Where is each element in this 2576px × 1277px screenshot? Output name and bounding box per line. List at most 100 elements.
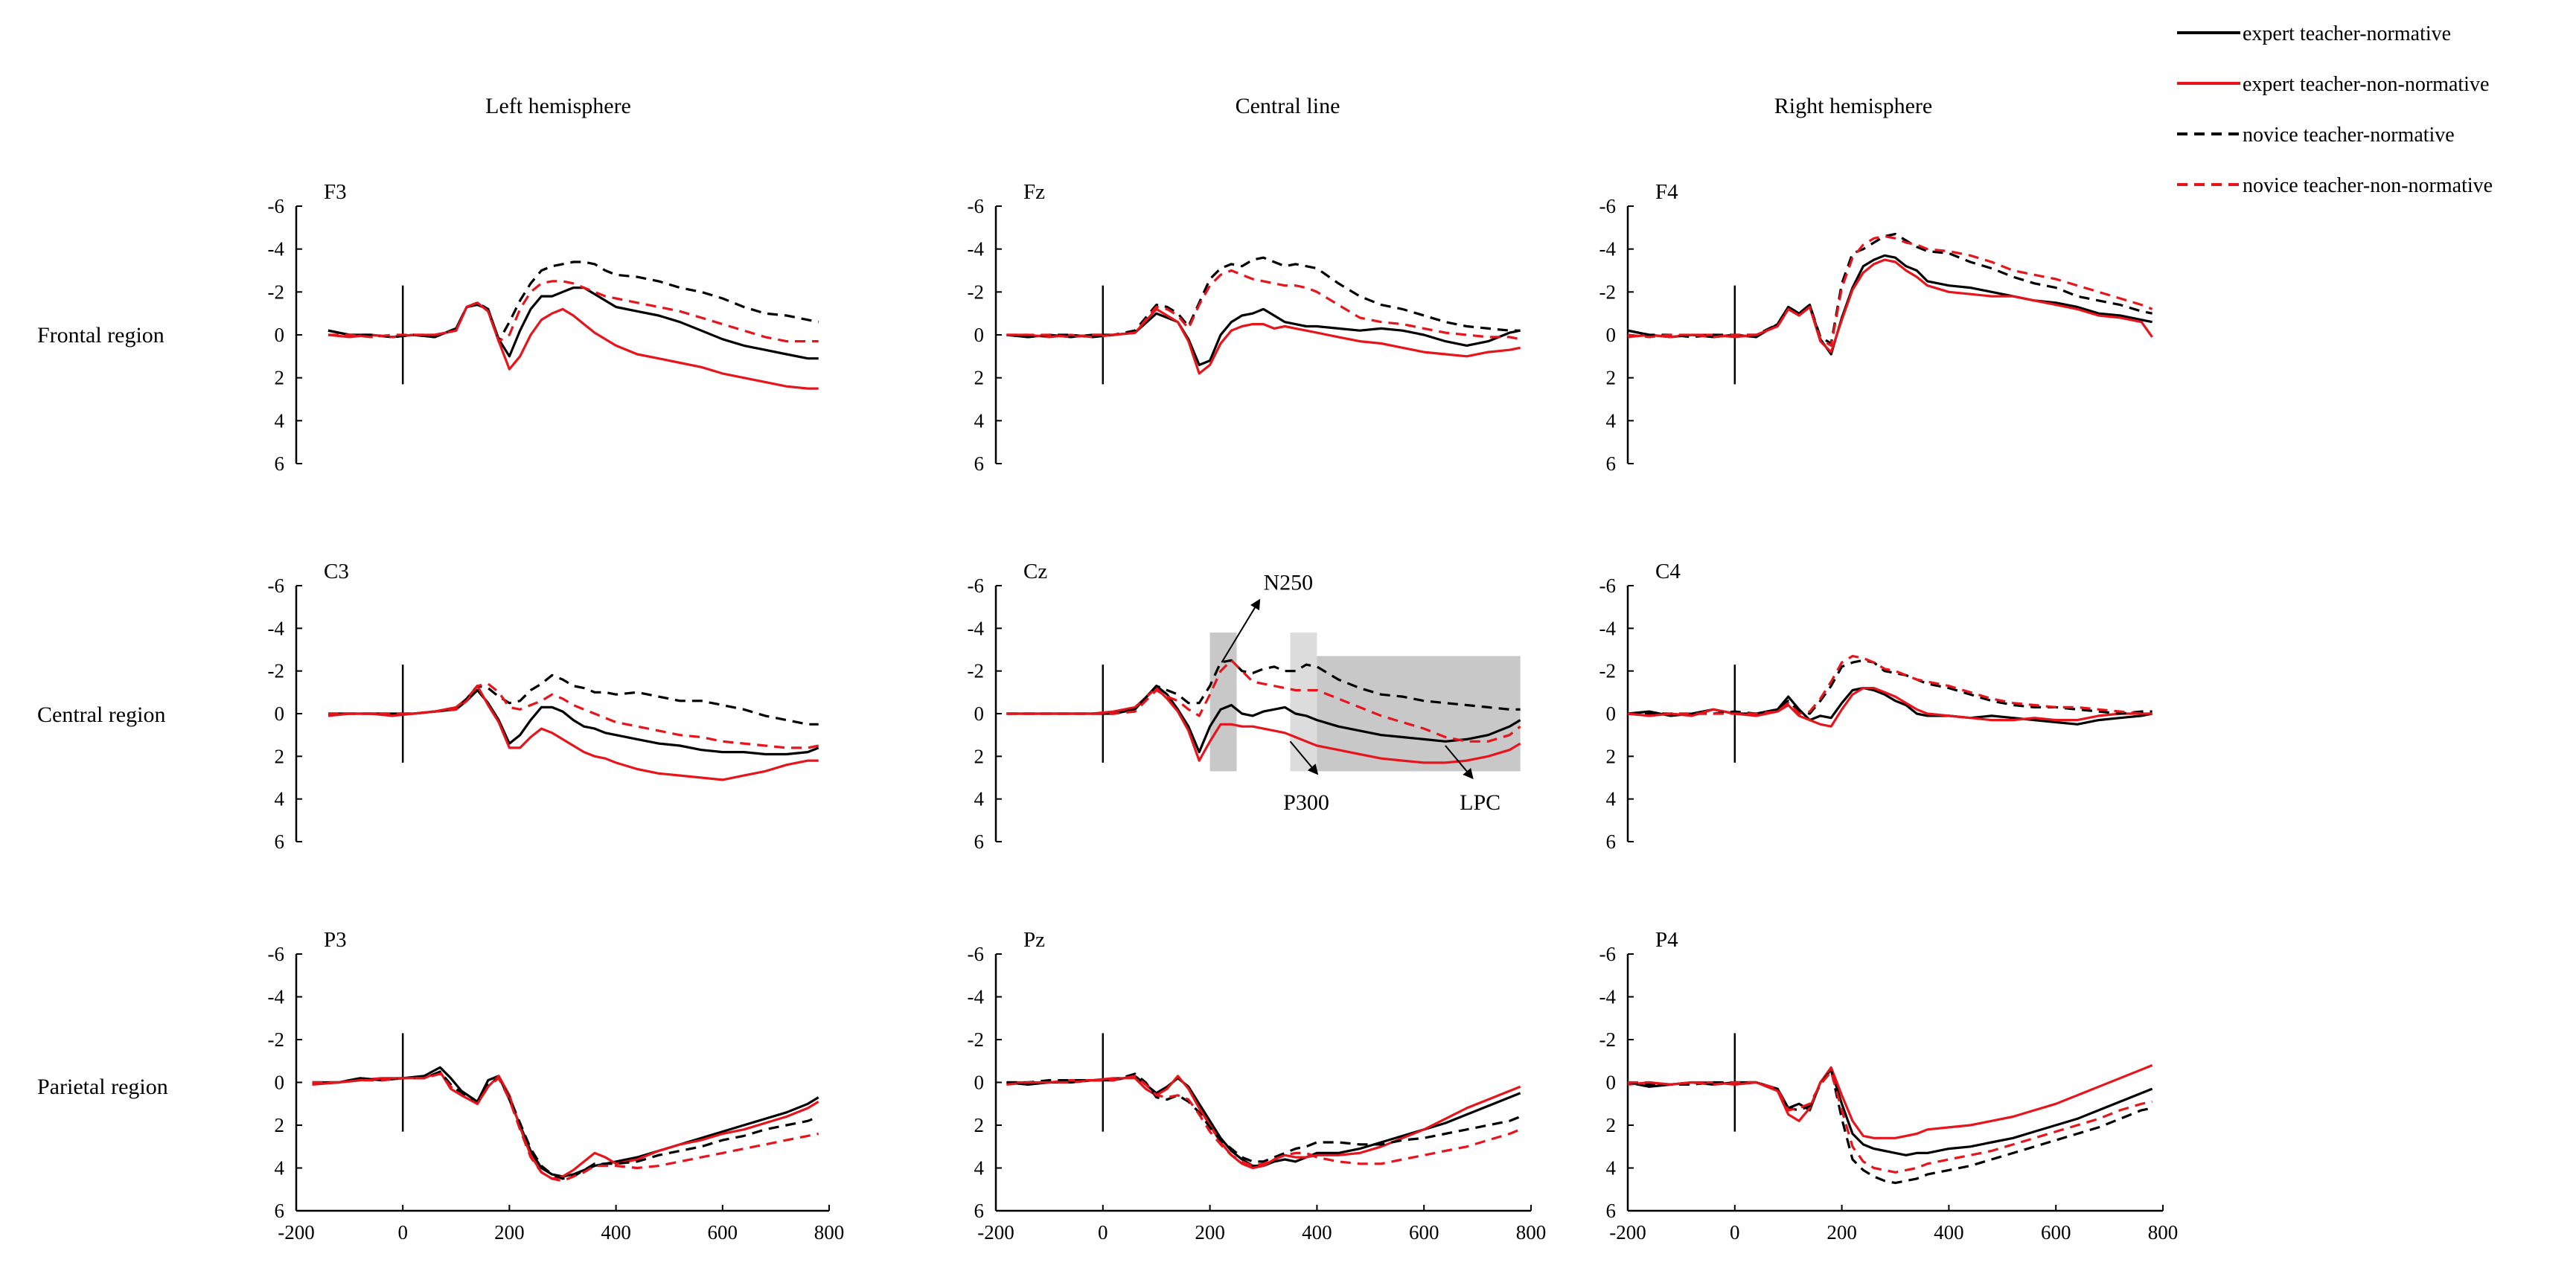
- row-labels: Frontal region Central region Parietal reg…: [37, 323, 168, 1099]
- y-tick-label: -2: [1599, 1028, 1617, 1051]
- series-fz-expert-teacher-non-normative: [1006, 307, 1521, 375]
- y-tick-label: 0: [974, 324, 985, 346]
- y-tick-label: -6: [968, 195, 985, 217]
- column-header-central-line: Central line: [1236, 94, 1340, 118]
- series-p4-expert-teacher-non-normative: [1627, 1064, 2153, 1139]
- y-tick-label: 6: [275, 452, 285, 475]
- y-tick-label: 2: [275, 745, 285, 767]
- row-label-parietal-region: Parietal region: [37, 1075, 168, 1099]
- annotation-arrow-p300: [1289, 740, 1319, 775]
- series-pz-novice-teacher-normative: [1006, 1072, 1521, 1163]
- y-tick-label: 2: [275, 367, 285, 389]
- y-tick-label: 2: [1606, 745, 1617, 767]
- y-tick-label: -6: [1599, 943, 1617, 965]
- x-tick-label: 600: [1409, 1221, 1439, 1244]
- y-tick-label: 0: [974, 702, 985, 725]
- x-tick-label: 200: [1826, 1221, 1857, 1244]
- y-tick-label: 0: [275, 1072, 285, 1094]
- y-tick-label: -2: [968, 660, 985, 682]
- time-window-cz-0: [1209, 633, 1237, 772]
- y-tick-label: 4: [1606, 788, 1617, 810]
- annotation-lpc: LPC: [1460, 790, 1500, 815]
- annotation-n250: N250: [1264, 571, 1314, 595]
- y-tick-label: 6: [1606, 1200, 1617, 1222]
- series-p4-expert-teacher-normative: [1627, 1068, 2153, 1156]
- row-label-central-region: Central region: [37, 702, 165, 727]
- series-c3-novice-teacher-normative: [328, 673, 819, 726]
- y-tick-label: -4: [268, 238, 285, 260]
- y-tick-label: 4: [275, 1157, 285, 1180]
- legend: expert teacher-normative expert teacher-n…: [2177, 22, 2493, 197]
- y-tick-label: 2: [974, 367, 985, 389]
- x-tick-label: -200: [278, 1221, 315, 1244]
- y-tick-label: 2: [1606, 1114, 1617, 1136]
- y-tick-label: -2: [1599, 660, 1617, 682]
- series-c4-novice-teacher-normative: [1628, 659, 2152, 715]
- x-tick-label: 0: [1730, 1221, 1740, 1244]
- y-tick-label: -6: [1599, 195, 1617, 217]
- y-tick-label: -2: [268, 281, 285, 303]
- x-tick-label: 200: [494, 1221, 525, 1244]
- y-tick-label: -4: [968, 238, 985, 260]
- series-f3-expert-teacher-normative: [327, 287, 819, 360]
- y-tick-label: 6: [974, 830, 985, 853]
- legend-label-novice-teacher-non-normative: novice teacher-non-normative: [2243, 174, 2493, 197]
- y-tick-label: -4: [1599, 238, 1617, 260]
- series-fz-novice-teacher-normative: [1006, 256, 1521, 339]
- panel-cz: -6 -4 -2 0 2 4 6 Cz N250 P300 LPC: [968, 560, 1521, 853]
- column-header-right-hemisphere: Right hemisphere: [1774, 94, 1932, 118]
- panel-c3: -6 -4 -2 0 2 4 6 C3: [268, 560, 819, 853]
- x-tick-label: 600: [2041, 1221, 2071, 1244]
- electrode-label-p3: P3: [324, 928, 347, 952]
- legend-label-expert-teacher-non-normative: expert teacher-non-normative: [2243, 73, 2489, 96]
- series-c3-novice-teacher-non-normative: [328, 682, 819, 749]
- y-tick-label: 2: [974, 1114, 985, 1136]
- x-tick-label: -200: [977, 1221, 1014, 1244]
- y-tick-label: -6: [968, 943, 985, 965]
- electrode-label-cz: Cz: [1023, 560, 1047, 583]
- column-header-left-hemisphere: Left hemisphere: [485, 94, 631, 118]
- electrode-label-fz: Fz: [1023, 180, 1045, 204]
- y-tick-label: -6: [268, 943, 285, 965]
- y-tick-label: 4: [974, 409, 985, 432]
- annotation-arrow-lpc: [1445, 745, 1474, 780]
- time-window-cz-1: [1290, 633, 1317, 772]
- y-tick-label: -4: [268, 617, 285, 639]
- y-tick-label: 0: [1606, 1072, 1617, 1094]
- legend-label-novice-teacher-normative: novice teacher-normative: [2243, 124, 2455, 147]
- y-tick-label: 0: [1606, 324, 1617, 346]
- y-tick-label: -2: [268, 1028, 285, 1051]
- series-p3-novice-teacher-non-normative: [312, 1072, 819, 1182]
- y-tick-label: -2: [968, 1028, 985, 1051]
- series-cz-expert-teacher-non-normative: [1006, 687, 1521, 764]
- x-tick-label: 0: [397, 1221, 408, 1244]
- y-tick-label: 4: [974, 788, 985, 810]
- y-tick-label: 6: [1606, 830, 1617, 853]
- series-f3-novice-teacher-normative: [327, 260, 819, 343]
- series-f4-novice-teacher-non-normative: [1627, 234, 2153, 347]
- electrode-label-p4: P4: [1655, 928, 1678, 952]
- electrode-label-c3: C3: [324, 560, 349, 583]
- y-tick-label: 2: [275, 1114, 285, 1136]
- y-tick-label: 4: [1606, 1157, 1617, 1180]
- annotation-p300: P300: [1283, 790, 1329, 815]
- panel-f3: -6 -4 -2 0 2 4 6 F3: [268, 180, 819, 475]
- y-tick-label: 6: [275, 830, 285, 853]
- electrode-label-pz: Pz: [1023, 928, 1045, 952]
- y-tick-label: 4: [275, 788, 285, 810]
- electrode-label-f3: F3: [324, 180, 347, 204]
- series-cz-novice-teacher-normative: [1006, 659, 1521, 715]
- row-label-frontal-region: Frontal region: [37, 323, 164, 348]
- y-tick-label: -2: [1599, 281, 1617, 303]
- y-tick-label: 6: [974, 1200, 985, 1222]
- y-tick-label: -4: [968, 986, 985, 1008]
- y-tick-label: -6: [968, 575, 985, 597]
- y-tick-label: -6: [1599, 575, 1617, 597]
- y-tick-label: 0: [1606, 702, 1617, 725]
- y-tick-label: -6: [268, 195, 285, 217]
- x-tick-label: 200: [1195, 1221, 1225, 1244]
- y-tick-label: 6: [974, 452, 985, 475]
- panel-pz: -6 -4 -2 0 2 4 6-200 0 200 400 600 800 Pz: [968, 928, 1547, 1244]
- panel-c4: -6 -4 -2 0 2 4 6 C4: [1599, 560, 2152, 853]
